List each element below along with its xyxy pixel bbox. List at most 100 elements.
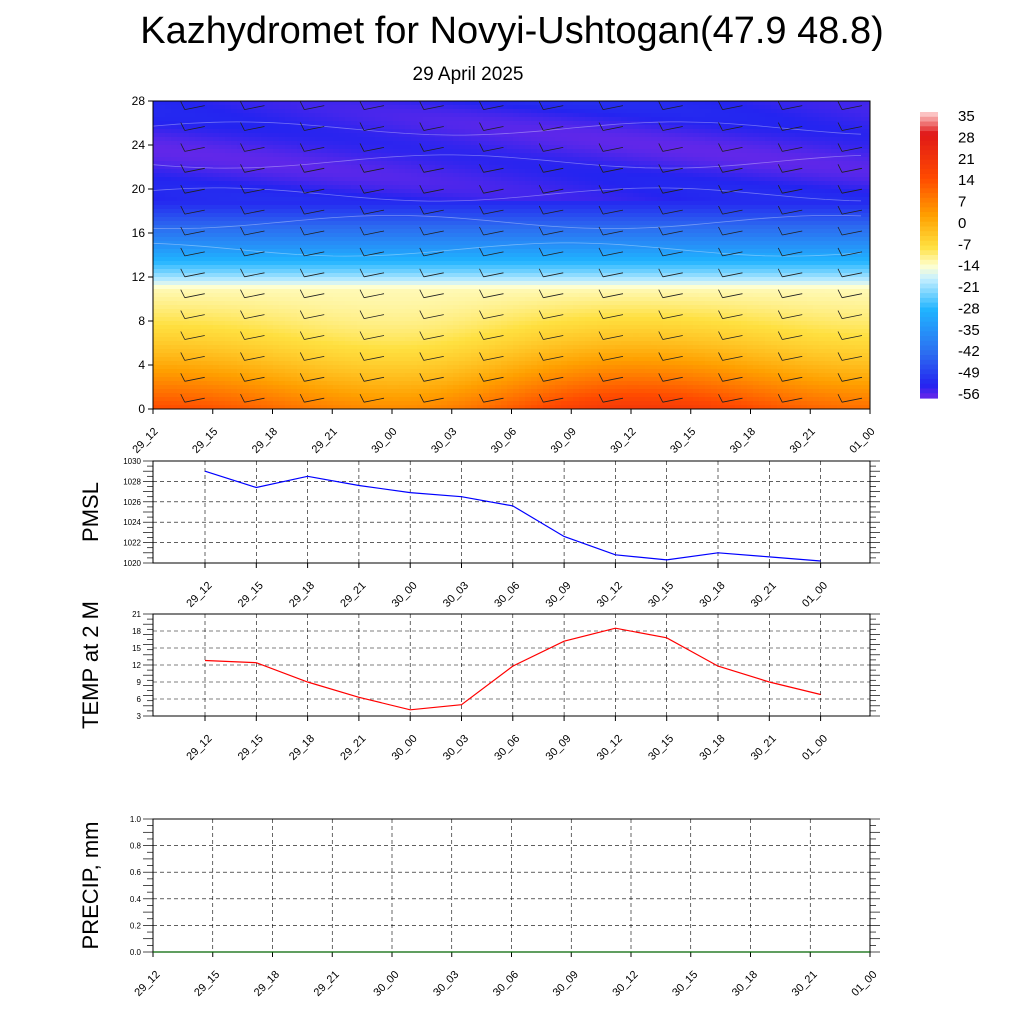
heatmap-cell	[231, 217, 238, 222]
heatmap-cell	[207, 297, 214, 302]
heatmap-cell	[195, 137, 202, 142]
heatmap-cell	[279, 157, 286, 162]
heatmap-cell	[369, 309, 376, 314]
heatmap-cell	[381, 357, 388, 362]
heatmap-cell	[525, 169, 532, 174]
heatmap-cell	[465, 141, 472, 146]
heatmap-cell	[261, 305, 268, 310]
heatmap-cell	[525, 177, 532, 182]
heatmap-cell	[375, 381, 382, 386]
heatmap-cell	[177, 105, 184, 110]
heatmap-cell	[417, 157, 424, 162]
heatmap-cell	[309, 197, 316, 202]
heatmap-cell	[441, 201, 448, 206]
heatmap-cell	[261, 129, 268, 134]
heatmap-cell	[441, 237, 448, 242]
heatmap-cell	[177, 209, 184, 214]
heatmap-cell	[339, 377, 346, 382]
heatmap-cell	[165, 365, 172, 370]
heatmap-cell	[327, 261, 334, 266]
heatmap-cell	[261, 389, 268, 394]
heatmap-cell	[273, 225, 280, 230]
heatmap-cell	[321, 361, 328, 366]
heatmap-cell	[273, 401, 280, 406]
heatmap-cell	[357, 273, 364, 278]
heatmap-cell	[531, 337, 538, 342]
heatmap-cell	[429, 293, 436, 298]
heatmap-cell	[327, 281, 334, 286]
heatmap-cell	[363, 205, 370, 210]
heatmap-cell	[405, 129, 412, 134]
heatmap-cell	[453, 309, 460, 314]
heatmap-cell	[501, 301, 508, 306]
heatmap-cell	[327, 173, 334, 178]
heatmap-cell	[339, 213, 346, 218]
heatmap-cell	[513, 213, 520, 218]
heatmap-cell	[357, 257, 364, 262]
heatmap-cell	[411, 401, 418, 406]
heatmap-cell	[453, 301, 460, 306]
heatmap-cell	[537, 193, 544, 198]
heatmap-cell	[261, 369, 268, 374]
heatmap-cell	[495, 181, 502, 186]
heatmap-cell	[501, 289, 508, 294]
heatmap-cell	[501, 101, 508, 106]
heatmap-cell	[261, 121, 268, 126]
heatmap-cell	[405, 233, 412, 238]
heatmap-cell	[159, 393, 166, 398]
heatmap-cell	[153, 177, 160, 182]
heatmap-cell	[309, 269, 316, 274]
heatmap-cell	[171, 385, 178, 390]
heatmap-cell	[417, 165, 424, 170]
heatmap-cell	[291, 149, 298, 154]
heatmap-cell	[273, 205, 280, 210]
heatmap-cell	[411, 329, 418, 334]
heatmap-cell	[321, 193, 328, 198]
heatmap-cell	[375, 361, 382, 366]
heatmap-cell	[489, 333, 496, 338]
heatmap-cell	[507, 241, 514, 246]
heatmap-cell	[219, 281, 226, 286]
heatmap-cell	[459, 341, 466, 346]
heatmap-cell	[441, 245, 448, 250]
heatmap-cell	[225, 145, 232, 150]
heatmap-cell	[309, 193, 316, 198]
heatmap-cell	[333, 153, 340, 158]
heatmap-cell	[333, 313, 340, 318]
heatmap-cell	[501, 401, 508, 406]
heatmap-cell	[171, 105, 178, 110]
heatmap-cell	[507, 397, 514, 402]
heatmap-cell	[273, 297, 280, 302]
heatmap-cell	[201, 205, 208, 210]
heatmap-cell	[165, 277, 172, 282]
heatmap-cell	[267, 257, 274, 262]
heatmap-cell	[165, 117, 172, 122]
heatmap-cell	[285, 285, 292, 290]
heatmap-cell	[375, 173, 382, 178]
heatmap-cell	[189, 389, 196, 394]
heatmap-cell	[417, 381, 424, 386]
heatmap-cell	[489, 101, 496, 106]
heatmap-cell	[213, 397, 220, 402]
heatmap-cell	[501, 125, 508, 130]
heatmap-cell	[171, 285, 178, 290]
heatmap-cell	[417, 201, 424, 206]
heatmap-cell	[303, 185, 310, 190]
heatmap-cell	[267, 345, 274, 350]
heatmap-cell	[411, 365, 418, 370]
heatmap-cell	[303, 193, 310, 198]
heatmap-cell	[441, 157, 448, 162]
heatmap-cell	[183, 281, 190, 286]
heatmap-cell	[267, 117, 274, 122]
heatmap-cell	[255, 241, 262, 246]
heatmap-cell	[231, 169, 238, 174]
heatmap-cell	[213, 173, 220, 178]
heatmap-cell	[447, 149, 454, 154]
heatmap-cell	[153, 125, 160, 130]
heatmap-cell	[465, 353, 472, 358]
heatmap-cell	[339, 229, 346, 234]
heatmap-cell	[171, 309, 178, 314]
heatmap-cell	[219, 333, 226, 338]
heatmap-cell	[195, 181, 202, 186]
heatmap-cell	[177, 329, 184, 334]
